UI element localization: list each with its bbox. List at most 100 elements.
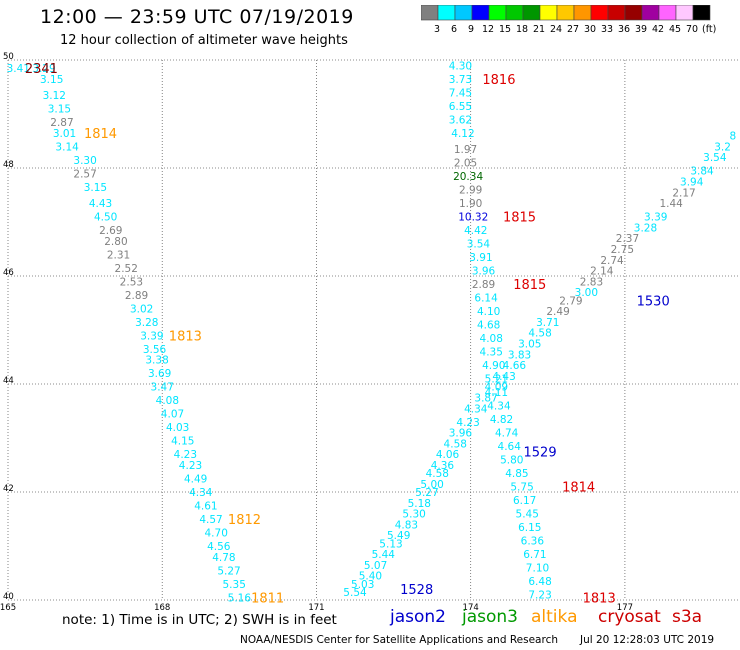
wave-height-value: 5.75 <box>510 482 533 494</box>
scale-label: 27 <box>567 24 579 35</box>
wave-height-value: 6.17 <box>513 495 536 507</box>
wave-height-value: 4.43 <box>89 198 112 210</box>
track-time-label: 1815 <box>513 278 546 293</box>
wave-height-value: 3.38 <box>145 355 168 367</box>
wave-height-value: 7.23 <box>528 590 551 602</box>
wave-height-value: 7.10 <box>526 563 549 575</box>
wave-height-value: 3.54 <box>703 152 727 164</box>
wave-height-value: 3.62 <box>449 114 472 126</box>
wave-height-value: 3.28 <box>634 222 657 234</box>
page-subtitle: 12 hour collection of altimeter wave hei… <box>60 33 348 48</box>
axis-tick-labels: 165 168 171 174 177 50 48 46 44 42 40 <box>0 52 633 610</box>
wave-height-value: 4.74 <box>495 428 519 440</box>
wave-height-value: 4.58 <box>426 468 449 480</box>
track-time-label: 1528 <box>400 583 433 598</box>
wave-height-value: 4.68 <box>477 320 500 332</box>
wave-height-value: 2.37 <box>616 233 639 245</box>
wave-height-value: 4.50 <box>94 212 117 224</box>
wave-height-value: 2.57 <box>73 168 96 180</box>
wave-height-value: 3.54 <box>467 239 491 251</box>
wave-height-value: 4.11 <box>485 387 508 399</box>
y-tick-label: 50 <box>3 52 14 62</box>
wave-height-value: 4.36 <box>431 460 455 472</box>
wave-height-value: 6.14 <box>474 293 498 305</box>
wave-height-value: 4.58 <box>528 328 551 340</box>
wave-height-value: 6.15 <box>518 522 541 534</box>
wave-height-value: 2.75 <box>611 244 634 256</box>
wave-height-value: 4.34 <box>464 403 488 415</box>
wave-height-value: 4.06 <box>436 449 460 461</box>
wave-height-value: 2.49 <box>546 306 569 318</box>
track-time-label: 1816 <box>482 73 515 88</box>
wave-height-value: 4.78 <box>212 552 235 564</box>
wave-height-values: 3.41 3.293.153.123.152.873.013.143.302.57… <box>7 60 737 604</box>
wave-height-value: 4.70 <box>205 528 228 540</box>
legend-s3a: s3a <box>672 607 703 627</box>
wave-height-value: 3.39 <box>140 330 163 342</box>
legend-altika: altika <box>531 607 578 627</box>
scale-label: 24 <box>550 24 562 35</box>
wave-height-value: 3.15 <box>40 74 63 86</box>
scale-label: 45 <box>669 24 681 35</box>
x-tick-label: 174 <box>463 603 479 610</box>
wave-height-value: 8 <box>730 131 737 143</box>
wave-height-value: 4.83 <box>395 519 418 531</box>
wave-height-value: 5.27 <box>217 565 240 577</box>
wave-height-value: 5.54 <box>343 587 367 599</box>
scale-bin <box>692 5 711 21</box>
scale-label: 12 <box>482 24 494 35</box>
wave-height-value: 4.12 <box>451 128 474 140</box>
x-tick-label: 168 <box>154 603 170 610</box>
wave-height-value: 2.89 <box>472 279 495 291</box>
scale-label: 39 <box>635 24 647 35</box>
scale-label: 42 <box>652 24 664 35</box>
wave-height-value: 5.27 <box>415 487 438 499</box>
x-tick-label: 171 <box>308 603 324 610</box>
wave-height-value: 3.69 <box>148 368 171 380</box>
grid-lines <box>7 59 738 601</box>
wave-height-value: 3.30 <box>73 155 96 167</box>
wave-height-value: 7.45 <box>449 87 472 99</box>
wave-height-value: 6.48 <box>528 576 551 588</box>
wave-height-value: 3.00 <box>575 287 598 299</box>
wave-height-value: 4.82 <box>490 414 513 426</box>
wave-height-value: 2.87 <box>50 117 73 129</box>
wave-height-value: 4.15 <box>171 436 194 448</box>
wave-height-value: 4.42 <box>464 225 487 237</box>
x-tick-label: 177 <box>617 603 633 610</box>
y-tick-label: 40 <box>3 592 14 602</box>
wave-height-value: 20.34 <box>453 171 483 183</box>
legend-jason2: jason2 <box>390 607 446 627</box>
track-time-label: 1814 <box>84 127 117 142</box>
wave-height-value: 3.2 <box>714 141 731 153</box>
wave-height-value: 3.94 <box>680 177 704 189</box>
wave-height-value: 2.17 <box>672 187 695 199</box>
credit-line: NOAA/NESDIS Center for Satellite Applica… <box>240 634 558 646</box>
wave-height-value: 5.30 <box>402 509 425 521</box>
scale-label: 15 <box>499 24 511 35</box>
wave-height-value: 5.18 <box>408 498 431 510</box>
wave-height-value: 5.44 <box>372 549 396 561</box>
wave-height-value: 1.90 <box>459 198 482 210</box>
wave-height-value: 4.03 <box>166 422 189 434</box>
scale-label: 3 <box>434 24 440 35</box>
wave-height-value: 2.31 <box>107 249 130 261</box>
units-note: note: 1) Time is in UTC; 2) SWH is in fe… <box>62 612 337 628</box>
wave-height-value: 3.14 <box>55 141 79 153</box>
wave-height-value: 4.08 <box>480 333 503 345</box>
wave-height-value: 2.89 <box>125 290 148 302</box>
wave-height-value: 3.96 <box>449 428 473 440</box>
legend-jason3: jason3 <box>462 607 518 627</box>
wave-height-value: 5.03 <box>351 579 374 591</box>
wave-height-value: 2.83 <box>580 276 603 288</box>
y-tick-label: 46 <box>3 268 14 278</box>
wave-height-value: 3.41 <box>7 63 30 75</box>
wave-height-value: 5.00 <box>420 479 443 491</box>
wave-height-value: 4.07 <box>161 409 184 421</box>
track-time-label: 1811 <box>251 591 284 606</box>
x-tick-label: 165 <box>0 603 16 610</box>
y-tick-label: 42 <box>3 484 14 494</box>
wave-height-value: 5.45 <box>516 509 539 521</box>
track-time-label: 2341 <box>25 62 58 77</box>
